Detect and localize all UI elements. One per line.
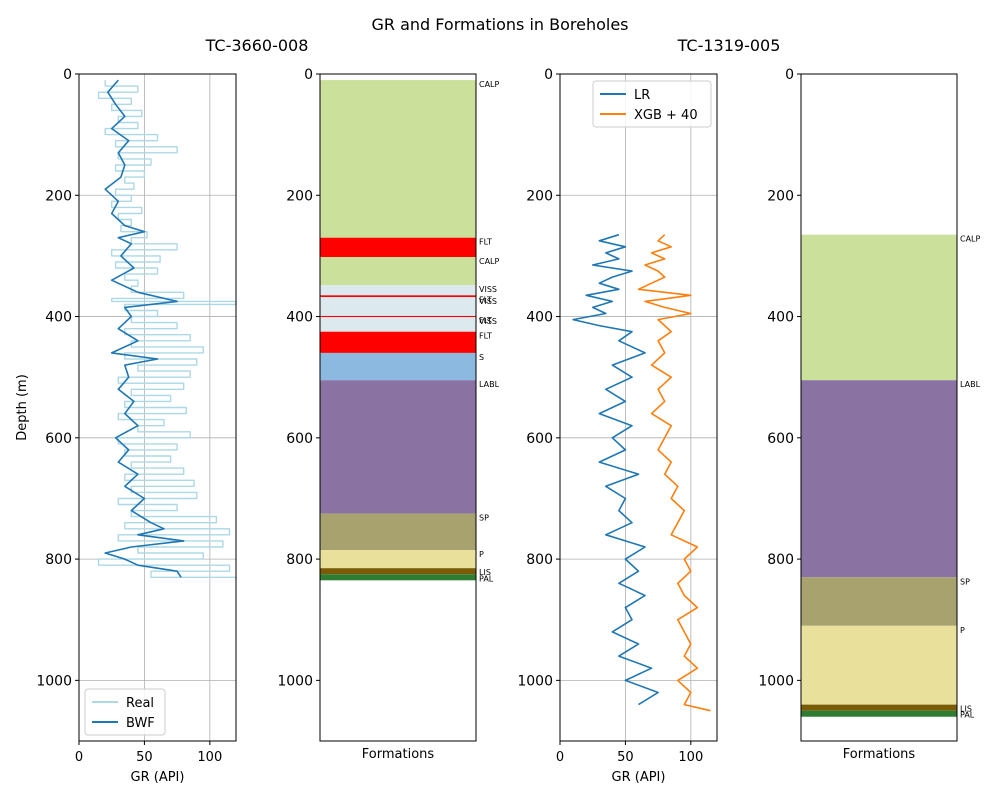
formations-1319-interval-label: PAL	[960, 711, 975, 720]
formations-3660-interval-sp	[320, 513, 476, 550]
gr-3660-ytick-label: 400	[45, 310, 72, 326]
formations-1319-xlabel: Formations	[843, 747, 916, 762]
gr-1319-ytick-label: 200	[526, 188, 553, 204]
formations-3660-interval-flt	[320, 315, 476, 318]
subtitle-borehole-3660: TC-3660-008	[205, 36, 309, 55]
formations-3660-interval-calp	[320, 80, 476, 238]
gr-1319-ytick-label: 800	[526, 552, 553, 568]
subtitle-borehole-1319: TC-1319-005	[677, 36, 781, 55]
gr-1319-series-xgb-40	[637, 234, 711, 712]
gr-3660-ytick-label: 200	[45, 188, 72, 204]
formations-1319-interval-calp	[801, 234, 957, 381]
formations-3660-interval-label: FLT	[479, 238, 492, 247]
formations-1319-interval-label: LIS	[960, 705, 972, 714]
formations-3660-ytick-label: 1000	[277, 673, 313, 689]
formations-1319-ytick-label: 600	[767, 431, 794, 447]
formations-3660-interval-viss	[320, 317, 476, 332]
gr-3660-series-bwf	[104, 79, 185, 578]
gr-3660-ytick-label: 1000	[36, 673, 72, 689]
gr-3660-legend-label: Real	[126, 696, 154, 711]
formations-3660-interval-label: FLT	[479, 332, 492, 341]
gr-3660-ytick-label: 800	[45, 552, 72, 568]
gr-1319-legend-label: LR	[634, 88, 650, 103]
formations-3660-interval-label: VISS	[479, 317, 497, 326]
formations-3660-interval-label: VISS	[479, 285, 497, 294]
formations-3660-interval-labl	[320, 380, 476, 514]
gr-1319-xtick-label: 100	[678, 750, 703, 765]
formations-3660-interval-label: LABL	[479, 380, 500, 389]
gr-1319-xtick-label: 0	[556, 750, 564, 765]
formations-3660-interval-lis	[320, 568, 476, 575]
formations-3660-interval-label: VISS	[479, 297, 497, 306]
formations-1319-ytick-label: 0	[785, 67, 794, 83]
gr-1319-frame	[559, 73, 718, 742]
formations-1319-interval-pal	[801, 710, 957, 717]
gr-3660-frame	[78, 73, 237, 742]
gr-1319-ytick-label: 0	[544, 67, 553, 83]
formations-3660-interval-flt	[320, 295, 476, 298]
figure-suptitle: GR and Formations in Boreholes	[371, 15, 628, 34]
formations-1319-ytick-label: 200	[767, 188, 794, 204]
gr-1319-legend-box	[592, 80, 712, 128]
gr-1319-ytick-label: 1000	[517, 673, 553, 689]
formations-3660-ytick-label: 800	[286, 552, 313, 568]
gr-3660-ytick-label: 0	[63, 67, 72, 83]
formations-3660-xlabel: Formations	[362, 747, 435, 762]
formations-3660-ytick-label: 0	[304, 67, 313, 83]
formations-3660-interval-label: PAL	[479, 574, 494, 583]
gr-3660-xtick-label: 0	[75, 750, 83, 765]
formations-1319-ytick-label: 1000	[758, 673, 794, 689]
gr-1319-xtick-label: 50	[617, 750, 634, 765]
formations-3660-interval-p	[320, 549, 476, 569]
formations-3660-interval-label: SP	[479, 514, 489, 523]
gr-3660-ytick-label: 600	[45, 431, 72, 447]
gr-3660-ylabel: Depth (m)	[15, 374, 30, 441]
formations-3660-ytick-label: 600	[286, 431, 313, 447]
gr-1319-ytick-label: 400	[526, 310, 553, 326]
formations-1319-interval-labl	[801, 380, 957, 578]
formations-1319-interval-label: CALP	[960, 235, 981, 244]
formations-3660-interval-label: FLT	[479, 316, 492, 325]
formations-1319-interval-p	[801, 625, 957, 705]
formations-3660-interval-viss	[320, 285, 476, 296]
formations-1319-frame	[800, 73, 958, 742]
formations-3660-interval-label: S	[479, 353, 484, 362]
formations-3660-ytick-label: 400	[286, 310, 313, 326]
formations-1319-interval-sp	[801, 577, 957, 626]
gr-3660-legend-box	[84, 688, 166, 736]
formations-3660-interval-pal	[320, 574, 476, 581]
formations-3660-interval-flt	[320, 237, 476, 258]
gr-3660-xlabel: GR (API)	[131, 770, 185, 785]
formations-1319-interval-label: SP	[960, 577, 970, 586]
formations-1319-interval-label: LABL	[960, 380, 981, 389]
formations-1319-ytick-label: 800	[767, 552, 794, 568]
formations-3660-interval-viss	[320, 297, 476, 316]
formations-3660-frame	[319, 73, 477, 742]
formations-3660-interval-calp	[320, 257, 476, 286]
formations-3660-interval-label: LIS	[479, 568, 491, 577]
formations-3660-interval-flt	[320, 331, 476, 353]
gr-1319-xlabel: GR (API)	[612, 770, 666, 785]
gr-3660-series-real	[97, 80, 237, 581]
formations-3660-interval-s	[320, 352, 476, 381]
gr-3660-xtick-label: 50	[136, 750, 153, 765]
gr-3660-xtick-label: 100	[197, 750, 222, 765]
formations-3660-ytick-label: 200	[286, 188, 313, 204]
gr-1319-legend-label: XGB + 40	[634, 108, 698, 123]
formations-1319-interval-label: P	[960, 626, 965, 635]
formations-3660-interval-label: P	[479, 550, 484, 559]
formations-3660-interval-label: FLT	[479, 295, 492, 304]
gr-3660-legend-label: BWF	[126, 716, 155, 731]
formations-1319-interval-lis	[801, 704, 957, 711]
formations-1319-ytick-label: 400	[767, 310, 794, 326]
formations-3660-interval-label: CALP	[479, 257, 500, 266]
gr-1319-series-lr	[572, 233, 659, 706]
gr-1319-ytick-label: 600	[526, 431, 553, 447]
formations-3660-interval-label: CALP	[479, 80, 500, 89]
